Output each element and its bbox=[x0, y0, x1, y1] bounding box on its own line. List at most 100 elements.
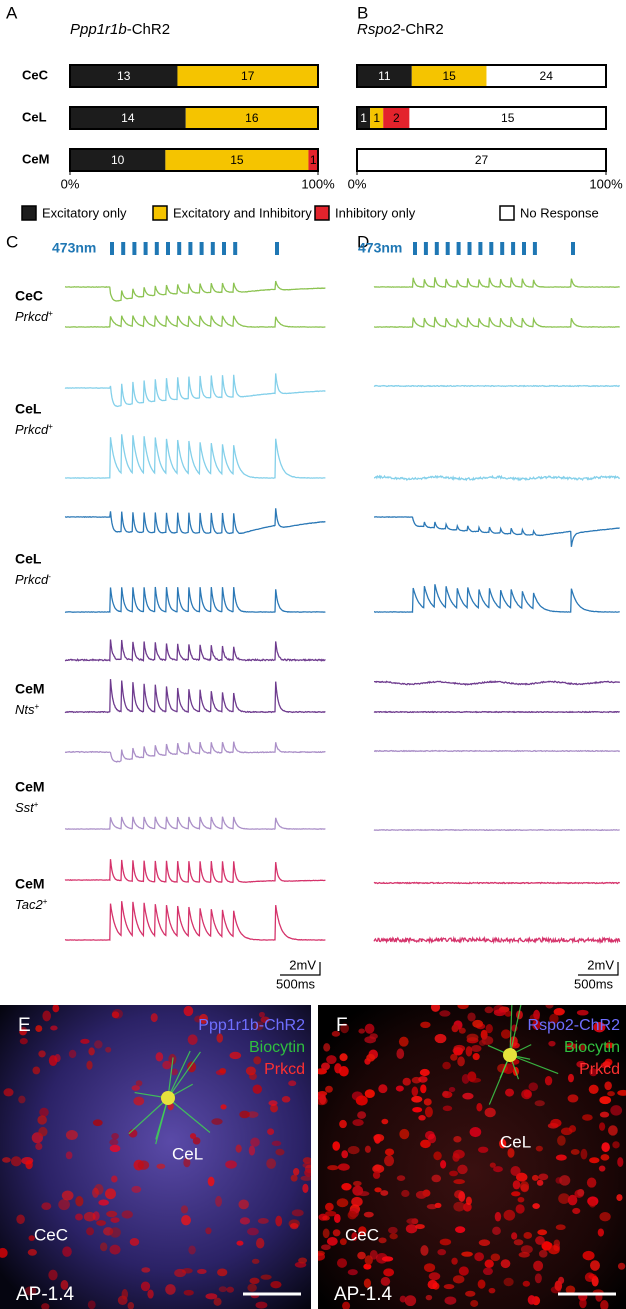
cell bbox=[326, 1055, 336, 1064]
cell bbox=[536, 1146, 543, 1152]
title-rest: -ChR2 bbox=[127, 21, 170, 38]
cell bbox=[11, 1156, 22, 1166]
cell bbox=[399, 1037, 409, 1047]
cell bbox=[587, 1178, 596, 1188]
level-label: AP-1.4 bbox=[16, 1284, 75, 1305]
cell bbox=[572, 1208, 580, 1214]
cell bbox=[504, 1210, 516, 1221]
cell bbox=[494, 1009, 506, 1016]
cell bbox=[537, 1229, 547, 1235]
stimulus-pulse bbox=[177, 242, 181, 255]
cell bbox=[380, 1190, 388, 1196]
cell bbox=[474, 1252, 484, 1261]
trace bbox=[374, 517, 620, 547]
cell bbox=[4, 1088, 14, 1096]
cell bbox=[88, 1300, 96, 1309]
trace-region: CeC bbox=[15, 288, 43, 304]
cell bbox=[555, 1280, 563, 1290]
cell bbox=[396, 1048, 404, 1059]
stimulus-pulse bbox=[489, 242, 493, 255]
cell bbox=[38, 1127, 47, 1137]
cell bbox=[485, 1260, 494, 1268]
cell bbox=[511, 1191, 520, 1196]
cell bbox=[205, 1227, 211, 1234]
panel-label: F bbox=[336, 1015, 348, 1036]
stimulus-pulse bbox=[478, 242, 482, 255]
bar-value: 1 bbox=[310, 153, 317, 167]
bar-value: 15 bbox=[501, 111, 515, 125]
legend-label: Excitatory and Inhibitory bbox=[173, 205, 312, 220]
cell bbox=[365, 1024, 375, 1034]
cell bbox=[267, 1128, 274, 1135]
gene-name: Nts bbox=[15, 702, 35, 717]
cell bbox=[275, 1149, 284, 1156]
cell bbox=[62, 1191, 74, 1201]
row-label: CeC bbox=[22, 67, 49, 82]
region-label: CeL bbox=[172, 1144, 203, 1163]
cell bbox=[528, 1295, 536, 1305]
cell bbox=[490, 1162, 496, 1167]
cell bbox=[470, 1127, 482, 1137]
stimulus-pulse bbox=[446, 242, 450, 255]
bar-value: 15 bbox=[230, 153, 244, 167]
cell bbox=[412, 1107, 422, 1113]
cell bbox=[250, 1137, 259, 1146]
cell bbox=[465, 1291, 475, 1297]
cell bbox=[372, 1165, 384, 1173]
region-label: CeL bbox=[500, 1132, 531, 1151]
cell bbox=[337, 1258, 347, 1268]
cell bbox=[476, 1103, 482, 1112]
cell bbox=[290, 1223, 298, 1229]
legend-label: Inhibitory only bbox=[335, 205, 416, 220]
cell bbox=[339, 1053, 347, 1061]
cell bbox=[275, 1216, 282, 1227]
cell bbox=[138, 1160, 149, 1170]
cell bbox=[303, 1157, 312, 1164]
level-label: AP-1.4 bbox=[334, 1284, 393, 1305]
cell bbox=[216, 1033, 223, 1042]
cell bbox=[424, 1098, 432, 1105]
cell bbox=[301, 1176, 313, 1181]
cell bbox=[457, 1002, 468, 1009]
cell bbox=[378, 1237, 386, 1243]
stimulus-pulse bbox=[211, 242, 215, 255]
cell bbox=[501, 1029, 511, 1038]
cell bbox=[440, 1239, 451, 1246]
cell bbox=[282, 1096, 291, 1103]
cell bbox=[358, 1191, 370, 1196]
trace bbox=[374, 277, 620, 287]
cell bbox=[249, 1278, 259, 1284]
cell bbox=[92, 1188, 99, 1198]
cell bbox=[598, 1228, 604, 1236]
cell bbox=[431, 1175, 441, 1183]
cell bbox=[348, 1146, 360, 1154]
stimulus-pulse bbox=[110, 242, 114, 255]
cell bbox=[420, 1069, 430, 1076]
cell bbox=[261, 1275, 272, 1280]
cell bbox=[435, 1203, 442, 1208]
cell bbox=[66, 1151, 73, 1159]
cell bbox=[452, 1025, 459, 1033]
trace bbox=[374, 476, 620, 480]
bar-value: 11 bbox=[378, 69, 391, 83]
cell bbox=[601, 1142, 610, 1152]
channel-label: Biocytin bbox=[249, 1039, 305, 1056]
cell bbox=[327, 1165, 338, 1170]
cell bbox=[272, 1141, 282, 1146]
cell bbox=[365, 1146, 371, 1153]
gene-sign: + bbox=[35, 702, 40, 711]
stimulus-label: 473nm bbox=[358, 240, 402, 256]
cell bbox=[579, 1298, 587, 1308]
cell bbox=[240, 1217, 250, 1224]
cell bbox=[16, 1214, 25, 1224]
cell bbox=[449, 1087, 455, 1092]
cell bbox=[418, 1115, 425, 1120]
cell bbox=[381, 1119, 388, 1125]
cell bbox=[406, 1218, 417, 1224]
cell bbox=[28, 1249, 37, 1256]
row-label: CeL bbox=[22, 109, 47, 124]
cell bbox=[50, 1025, 57, 1030]
cell bbox=[258, 1218, 269, 1224]
cell bbox=[589, 1085, 599, 1094]
cell bbox=[568, 1094, 579, 1102]
